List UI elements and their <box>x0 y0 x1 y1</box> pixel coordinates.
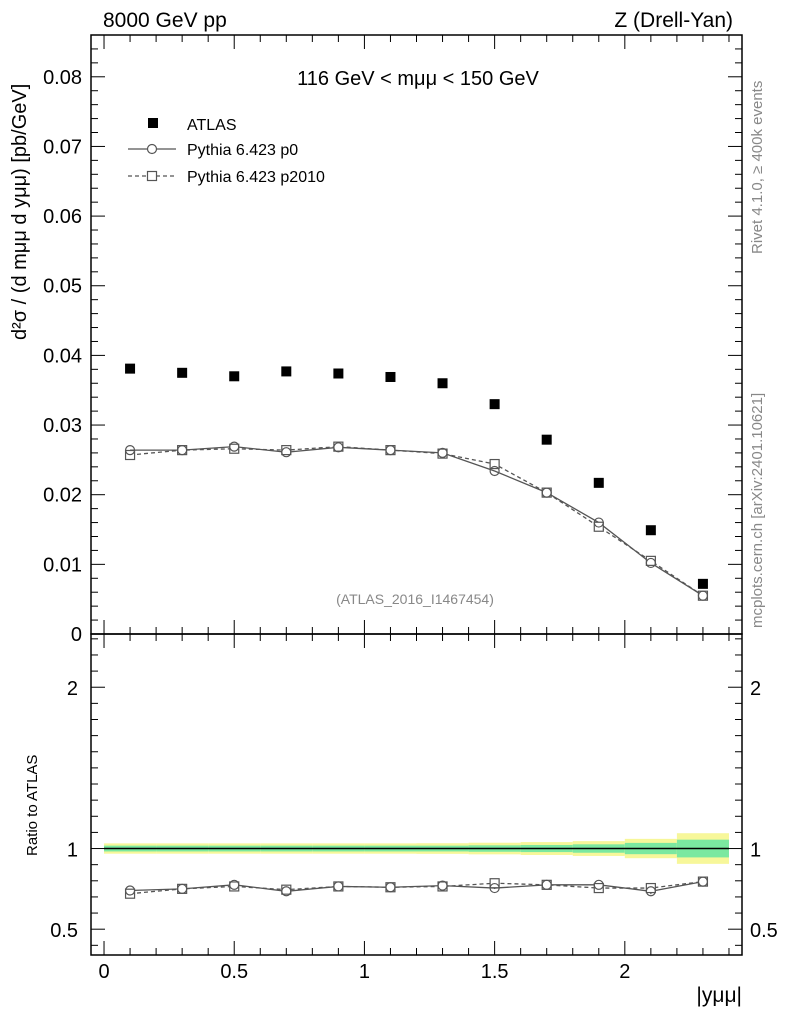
ratio-p0-point <box>333 881 344 892</box>
p0-point <box>489 465 500 477</box>
p0-point <box>697 590 709 601</box>
main-series <box>124 363 709 601</box>
ratio-y-tick-label-right: 0.5 <box>750 920 778 942</box>
y-tick-label-main: 0.02 <box>43 485 82 507</box>
atlas-point <box>281 366 292 377</box>
ratio-y-tick-label-right: 2 <box>750 678 761 700</box>
p0-point <box>281 447 292 458</box>
ratio-p0-point <box>489 882 500 894</box>
ratio-y-tick-label-left: 2 <box>67 678 78 700</box>
atlas-point <box>489 399 500 410</box>
ratio-series <box>124 876 709 899</box>
p2010-line <box>129 445 704 597</box>
ratio-y-tick-label-left: 0.5 <box>50 920 78 942</box>
ratio-p0-point <box>541 879 552 890</box>
p0-point <box>437 447 448 459</box>
tick-labels: 0 0.5 1 1.5 2 0 0.01 0.02 0.03 0.04 0.05 0.06 0.07 0.… <box>43 67 778 983</box>
y-tick-label-main: 0.04 <box>43 345 82 367</box>
p0-line <box>130 445 704 597</box>
atlas-point <box>177 367 188 378</box>
ratio-p0-point <box>229 879 240 890</box>
p0-point <box>385 445 396 456</box>
legend-atlas-marker <box>148 118 158 128</box>
atlas-point <box>437 378 448 389</box>
atlas-point <box>593 477 604 488</box>
mcplots-note: mcplots.cern.ch [arXiv:2401.10621] <box>749 393 766 628</box>
atlas-point <box>645 525 656 536</box>
ratio-p0-point <box>645 886 656 897</box>
atlas-point <box>333 368 344 379</box>
analysis-tag: (ATLAS_2016_I1467454) <box>336 591 494 607</box>
ratio-p0-point <box>437 880 448 891</box>
y-axis-label-main: d²σ / (d mμμ d yμμ) [pb/GeV] <box>9 84 31 340</box>
legend-p0-label: Pythia 6.423 p0 <box>187 142 298 159</box>
p0-point <box>124 445 136 456</box>
x-tick-label: 0.5 <box>220 961 248 983</box>
p0-point <box>541 487 552 498</box>
ratio-uncertainty-band <box>104 833 729 864</box>
atlas-point <box>541 434 552 445</box>
x-tick-label: 1 <box>359 961 370 983</box>
ratio-p0-point <box>697 876 709 887</box>
y-tick-label-main: 0.08 <box>43 67 82 89</box>
left-title: 8000 GeV pp <box>103 9 227 32</box>
p2010-point <box>229 443 240 454</box>
rivet-note: Rivet 4.1.0, ≥ 400k events <box>749 81 766 254</box>
p0-point <box>229 441 240 452</box>
ratio-p2010-point <box>124 888 136 899</box>
ratio-p2010-point <box>593 882 604 894</box>
ratio-y-tick-label-right: 1 <box>750 840 761 862</box>
atlas-point <box>125 363 136 374</box>
ratio-p0-point <box>385 882 396 893</box>
p0-point <box>177 445 188 456</box>
p2010-point <box>645 555 656 566</box>
legend-p0-marker <box>146 143 158 155</box>
x-tick-label: 2 <box>619 961 630 983</box>
p0-point <box>645 557 656 569</box>
p0-point <box>333 442 344 453</box>
x-axis-label: |yμμ| <box>696 984 742 1007</box>
axis-ticks <box>91 34 742 955</box>
ratio-p0-point <box>593 879 604 890</box>
mass-range-title: 116 GeV < mμμ < 150 GeV <box>297 68 539 90</box>
ratio-p0-point <box>281 886 292 897</box>
ratio-p0-point <box>177 883 188 894</box>
ratio-p2010-line <box>129 880 704 895</box>
x-tick-label: 0 <box>98 961 109 983</box>
atlas-point <box>697 578 708 589</box>
y-tick-label-main: 0.07 <box>43 136 82 158</box>
legend-atlas-label: ATLAS <box>187 117 237 134</box>
y-tick-label-main: 0.03 <box>43 415 82 437</box>
y-tick-label-main: 0.06 <box>43 206 82 228</box>
ratio-panel-frame <box>90 633 743 956</box>
x-tick-label: 1.5 <box>481 961 509 983</box>
atlas-point <box>229 371 240 382</box>
legend-p2010-label: Pythia 6.423 p2010 <box>187 169 325 186</box>
y-tick-label-main: 0 <box>71 624 82 646</box>
ratio-p2010-point <box>645 882 656 894</box>
atlas-point <box>385 371 396 382</box>
p0-point <box>593 517 604 528</box>
ratio-y-tick-label-left: 1 <box>67 840 78 862</box>
p2010-point <box>489 458 500 470</box>
ratio-p0-point <box>124 885 136 896</box>
p2010-point <box>281 445 292 456</box>
ratio-p0-line <box>130 880 704 892</box>
right-title: Z (Drell-Yan) <box>614 9 733 32</box>
y-tick-label-main: 0.05 <box>43 276 82 298</box>
legend-p2010-marker <box>146 170 158 182</box>
y-axis-label-ratio: Ratio to ATLAS <box>24 755 41 856</box>
y-tick-label-main: 0.01 <box>43 554 82 576</box>
